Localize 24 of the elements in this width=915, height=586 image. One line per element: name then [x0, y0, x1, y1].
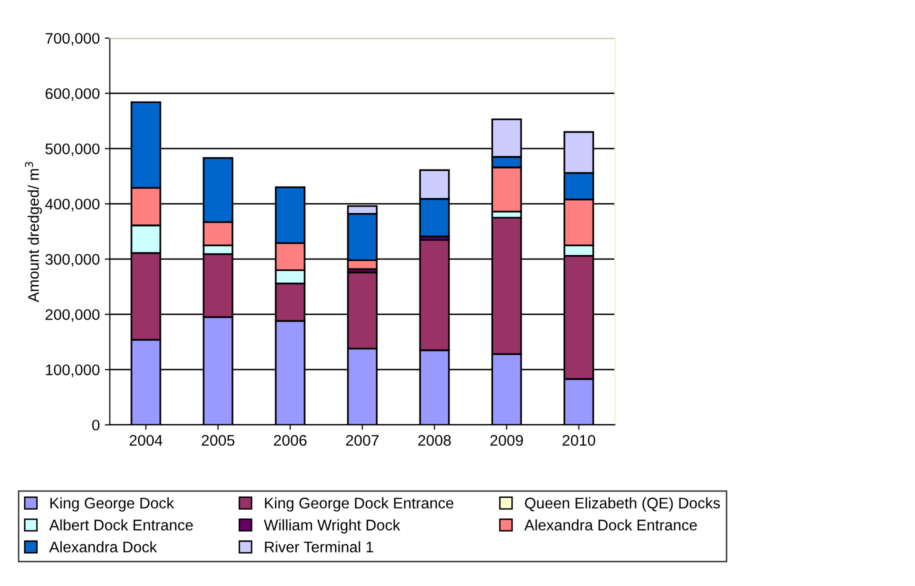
legend-label: Alexandra Dock Entrance [524, 519, 697, 530]
y-tick-label: 100,000 [46, 364, 100, 378]
x-tick-label: 2007 [346, 434, 379, 446]
x-tick-label: 2004 [130, 434, 162, 446]
y-axis-title: Amount dredged/ m$^{3}$ [24, 162, 42, 302]
x-tick-label: 2010 [562, 434, 596, 446]
x-tick-label: 2006 [274, 434, 307, 446]
x-tick-label: 2005 [202, 434, 234, 446]
legend-label: Queen Elizabeth (QE) Docks [525, 497, 720, 512]
legend-label: River Terminal 1 [265, 541, 374, 552]
y-tick-label: 500,000 [45, 143, 100, 156]
legend-label: Albert Dock Entrance [49, 519, 193, 530]
y-tick-label: 200,000 [46, 309, 100, 322]
y-tick-label: 400,000 [45, 198, 100, 212]
legend-label: William Wright Dock [264, 519, 400, 534]
y-tick-label: 700,000 [46, 32, 100, 46]
legend-label: Alexandra Dock [49, 541, 158, 552]
y-tick-label: 0 [92, 420, 100, 431]
y-tick-label: 300,000 [45, 254, 100, 267]
x-tick-label: 2009 [490, 434, 523, 446]
legend-label: King George Dock [50, 497, 174, 512]
legend-label: King George Dock Entrance [265, 497, 454, 512]
y-tick-label: 600,000 [46, 88, 100, 101]
x-tick-label: 2008 [418, 434, 451, 446]
